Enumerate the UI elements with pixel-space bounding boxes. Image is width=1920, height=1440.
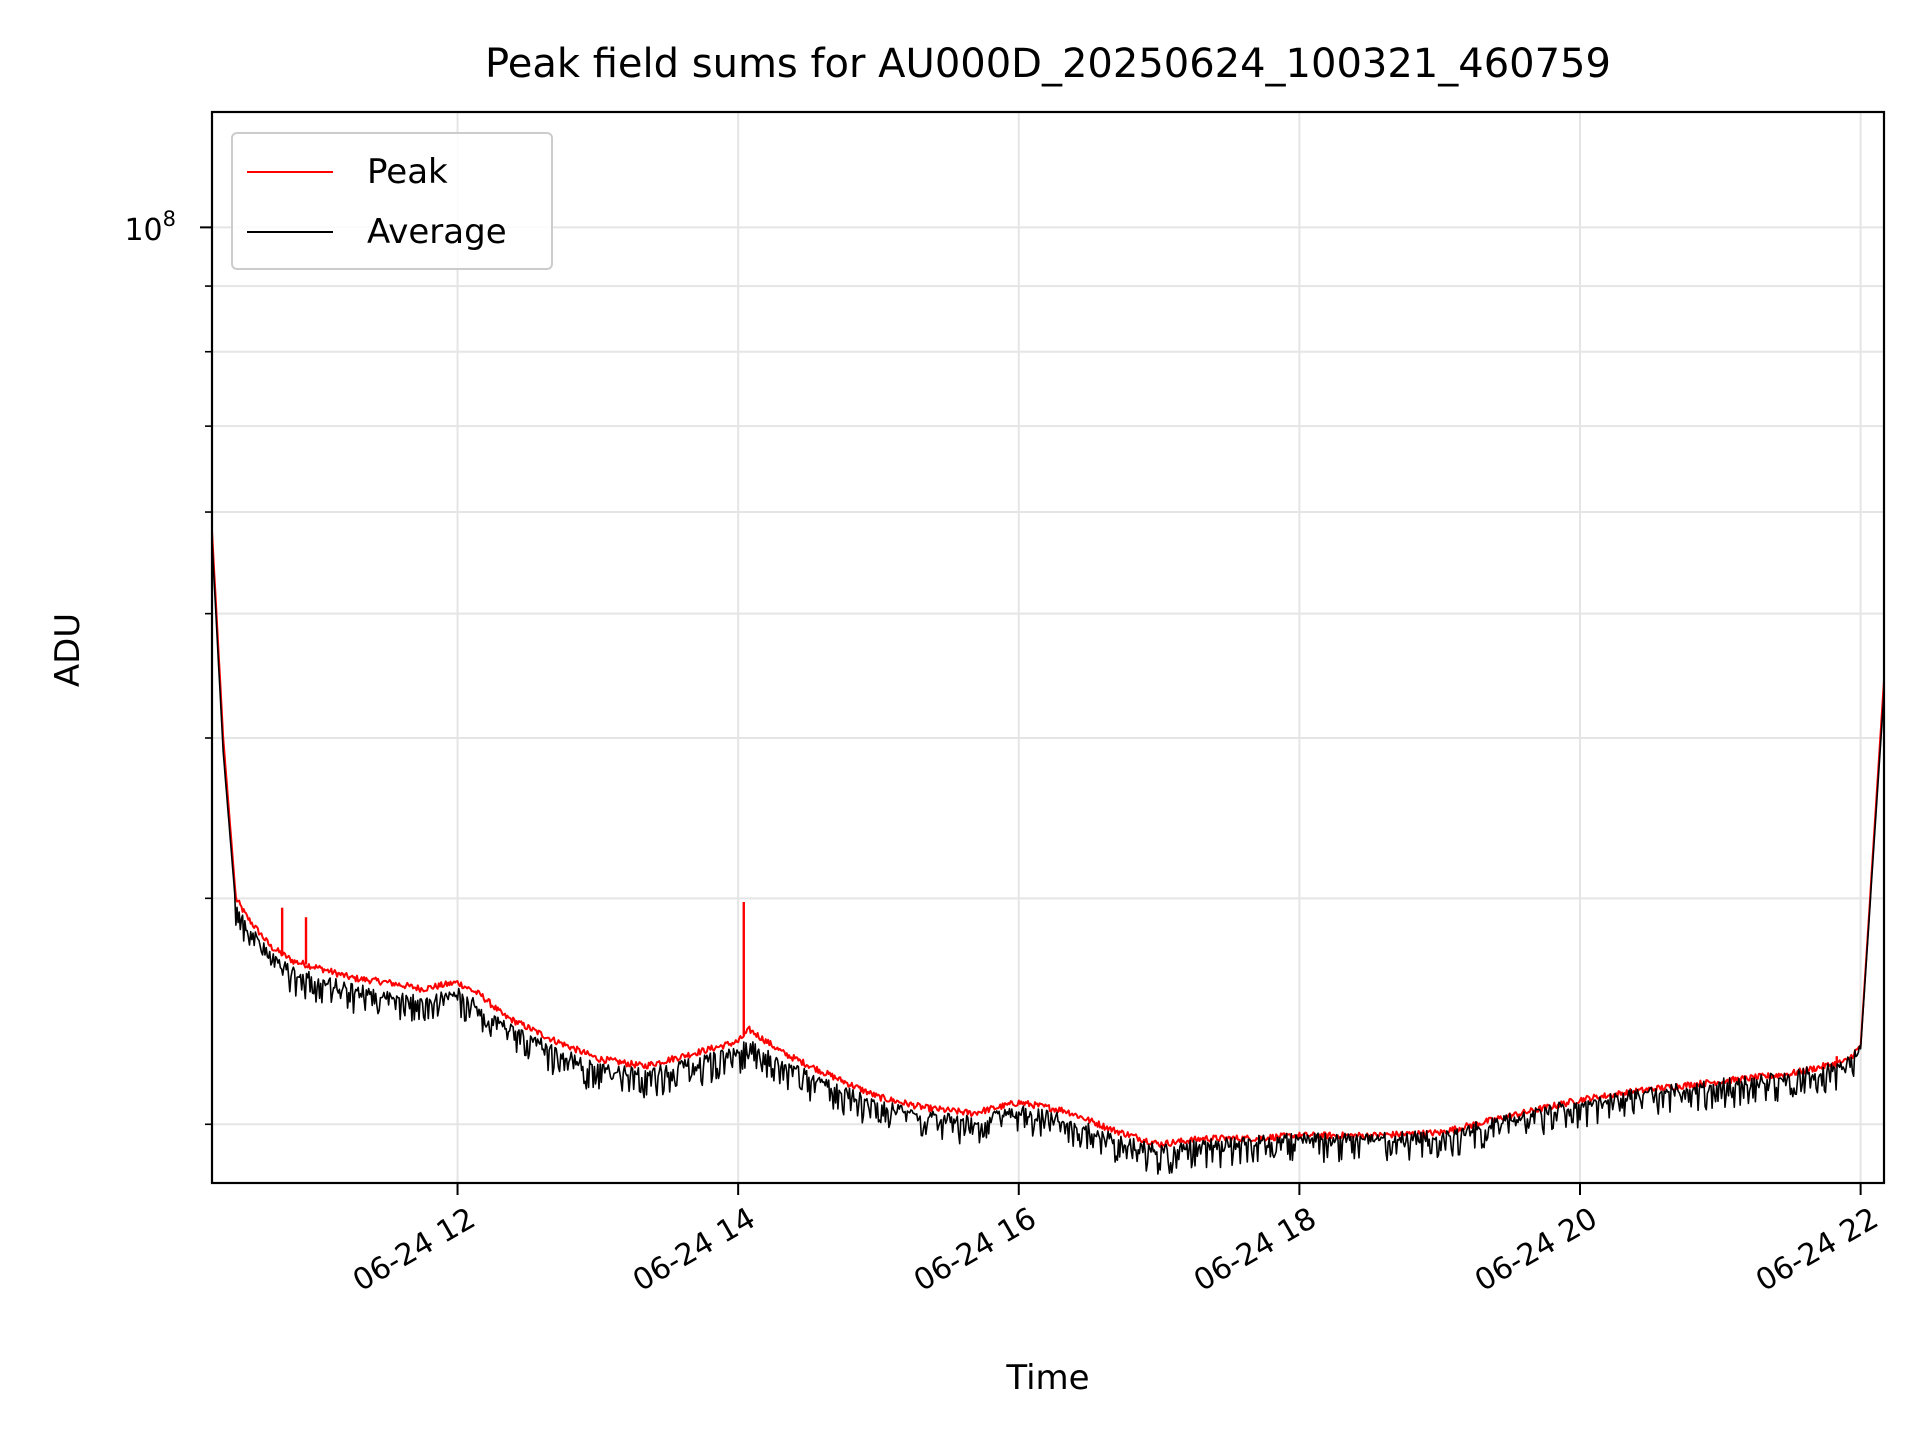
legend: Peak Average: [231, 132, 553, 270]
legend-label-average: Average: [367, 212, 507, 252]
y-tick-exponent: 8: [162, 207, 176, 232]
series-line-peak: [212, 530, 1884, 1148]
y-axis-label: ADU: [48, 612, 88, 688]
legend-item-peak: Peak: [247, 152, 448, 192]
chart-title: Peak field sums for AU000D_20250624_1003…: [485, 41, 1611, 87]
x-axis-label: Time: [1006, 1358, 1090, 1398]
y-tick-label: 108: [124, 207, 176, 248]
legend-swatch-peak: [247, 171, 333, 173]
plot-frame: [210, 110, 1886, 1185]
series-group: [212, 530, 1884, 1175]
series-line-average: [212, 540, 1884, 1175]
legend-label-peak: Peak: [367, 152, 448, 192]
legend-item-average: Average: [247, 212, 507, 252]
y-tick-base: 10: [124, 213, 163, 249]
legend-swatch-average: [247, 231, 333, 233]
